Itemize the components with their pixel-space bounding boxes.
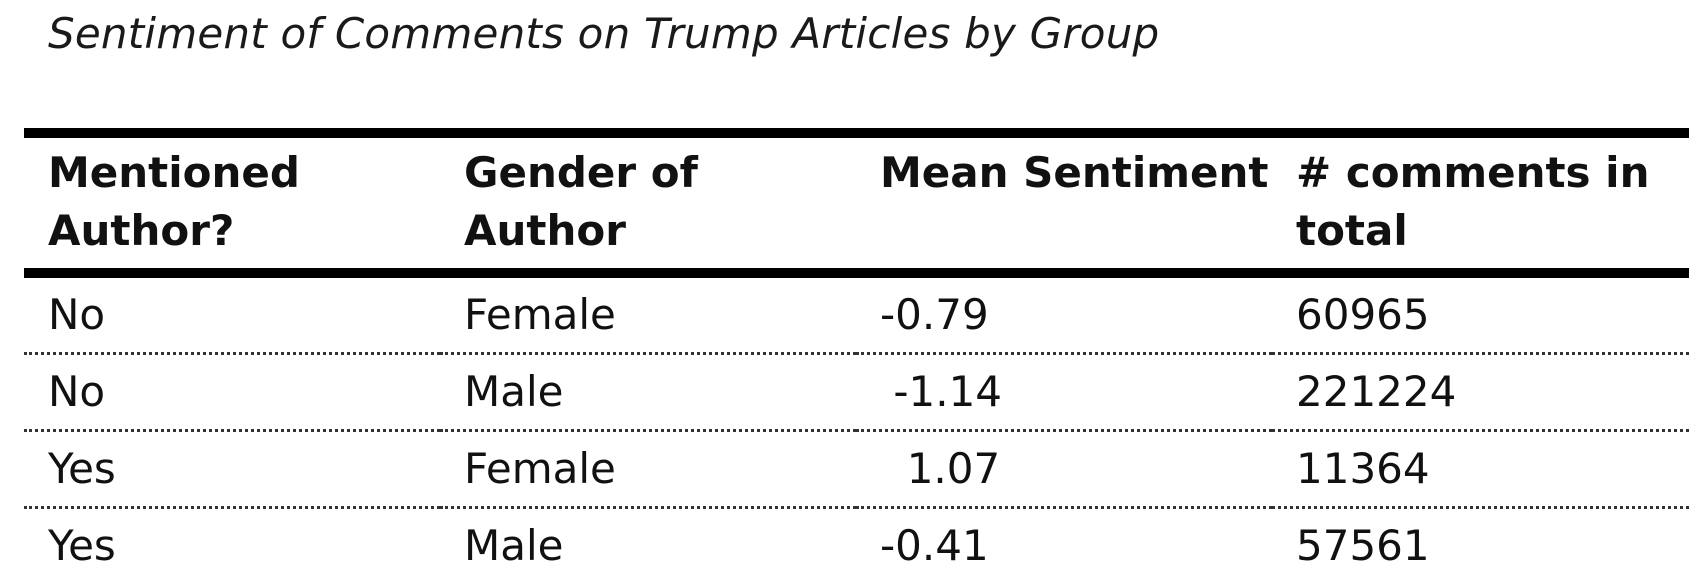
cell-mean-sentiment: 1.07 bbox=[880, 444, 1001, 493]
column-header-comments-total: # comments in total bbox=[1296, 148, 1650, 255]
cell-gender: Male bbox=[464, 521, 564, 570]
cell-gender: Female bbox=[464, 444, 616, 493]
column-header-gender-of-author: Gender of Author bbox=[464, 148, 698, 255]
cell-comment-count: 60965 bbox=[1296, 290, 1430, 339]
cell-comment-count: 11364 bbox=[1296, 444, 1430, 493]
table-row: Yes Male -0.41 57561 bbox=[24, 508, 1689, 584]
cell-mentioned-author: Yes bbox=[48, 521, 116, 570]
column-header-mentioned-author: Mentioned Author? bbox=[48, 148, 300, 255]
column-header-mean-sentiment: Mean Sentiment bbox=[880, 148, 1269, 197]
cell-mean-sentiment: -1.14 bbox=[880, 367, 1003, 416]
cell-gender: Female bbox=[464, 290, 616, 339]
table-header: Mentioned Author? Gender of Author Mean … bbox=[24, 133, 1689, 273]
cell-mentioned-author: No bbox=[48, 367, 106, 416]
table-title: Sentiment of Comments on Trump Articles … bbox=[48, 9, 1160, 58]
cell-comment-count: 221224 bbox=[1296, 367, 1457, 416]
table-body: No Female -0.79 60965 No Male -1.14 2212… bbox=[24, 273, 1689, 583]
table-row: No Female -0.79 60965 bbox=[24, 273, 1689, 354]
cell-gender: Male bbox=[464, 367, 564, 416]
table-row: No Male -1.14 221224 bbox=[24, 354, 1689, 431]
cell-mean-sentiment: -0.41 bbox=[880, 521, 989, 570]
cell-mean-sentiment: -0.79 bbox=[880, 290, 989, 339]
cell-mentioned-author: No bbox=[48, 290, 106, 339]
cell-comment-count: 57561 bbox=[1296, 521, 1430, 570]
sentiment-table: Mentioned Author? Gender of Author Mean … bbox=[24, 128, 1689, 583]
table-row: Yes Female 1.07 11364 bbox=[24, 431, 1689, 508]
data-table: Mentioned Author? Gender of Author Mean … bbox=[24, 128, 1689, 583]
header-row: Mentioned Author? Gender of Author Mean … bbox=[24, 133, 1689, 273]
cell-mentioned-author: Yes bbox=[48, 444, 116, 493]
